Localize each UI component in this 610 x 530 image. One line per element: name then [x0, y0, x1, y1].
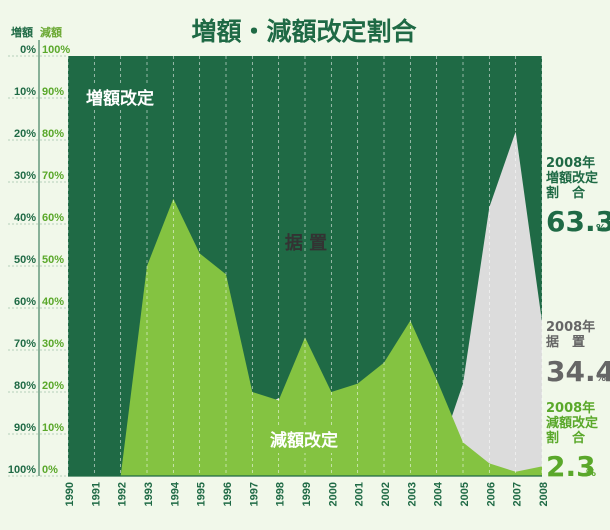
- right-tick-label: 80%: [42, 128, 64, 140]
- label-flat: 据 置: [285, 232, 327, 254]
- annotation-increase: 2008年 増額改定 割 合 63.3 %: [546, 155, 610, 238]
- right-tick-label: 100%: [42, 44, 70, 56]
- left-tick-label: 80%: [14, 380, 36, 392]
- x-tick-label: 2008: [538, 482, 550, 506]
- annotation-flat-value: 34.4: [546, 355, 610, 388]
- left-tick-label: 0%: [20, 44, 36, 56]
- x-tick-label: 2007: [512, 482, 524, 506]
- label-decrease: 減額改定: [270, 430, 338, 451]
- right-tick-label: 0%: [42, 464, 58, 476]
- annotation-increase-line2: 割 合: [546, 185, 586, 201]
- right-tick-label: 90%: [42, 86, 64, 98]
- right-axis: 100% 90% 80% 70% 60% 50% 40% 30% 20% 10% 0%: [42, 44, 70, 476]
- annotation-increase-year: 2008年: [546, 155, 595, 171]
- left-tick-label: 30%: [14, 170, 36, 182]
- x-tick-label: 1991: [90, 482, 102, 506]
- left-tick-label: 70%: [14, 338, 36, 350]
- right-tick-label: 50%: [42, 254, 64, 266]
- x-axis: 1990 1991 1992 1993 1994 1995 1996 1997 1998 1999…: [64, 481, 550, 506]
- annotation-decrease-value: 2.3: [546, 450, 596, 483]
- left-tick-label: 100%: [8, 464, 36, 476]
- x-tick-label: 2000: [327, 482, 339, 506]
- right-tick-label: 60%: [42, 212, 64, 224]
- x-tick-label: 1996: [222, 482, 234, 506]
- annotation-flat-unit: %: [596, 373, 606, 384]
- annotation-decrease-unit: %: [586, 468, 596, 479]
- label-decrease-box: 減額改定: [262, 427, 346, 453]
- left-tick-label: 50%: [14, 254, 36, 266]
- x-tick-label: 2006: [485, 482, 497, 506]
- annotation-flat-year: 2008年: [546, 319, 595, 335]
- x-tick-label: 1992: [117, 482, 129, 506]
- x-tick-label: 1990: [64, 482, 76, 506]
- plot-area: [8, 40, 543, 477]
- right-axis-header: 減額: [40, 25, 62, 39]
- right-tick-label: 40%: [42, 296, 64, 308]
- annotation-flat: 2008年 据 置 34.4 %: [546, 319, 610, 388]
- left-tick-label: 10%: [14, 86, 36, 98]
- right-tick-label: 30%: [42, 338, 64, 350]
- label-increase-box: 増額改定: [78, 86, 162, 110]
- x-tick-label: 2004: [433, 481, 445, 506]
- left-axis: 0% 10% 20% 30% 40% 50% 60% 70% 80% 90% 100%: [8, 44, 36, 476]
- right-tick-label: 70%: [42, 170, 64, 182]
- label-increase: 増額改定: [86, 88, 154, 109]
- annotation-increase-unit: %: [596, 223, 606, 234]
- x-tick-label: 1997: [248, 482, 260, 506]
- x-tick-label: 2002: [380, 482, 392, 506]
- left-axis-header: 増額: [11, 25, 33, 39]
- left-tick-label: 90%: [14, 422, 36, 434]
- annotation-decrease-line1: 減額改定: [546, 415, 598, 431]
- chart-title: 増額・減額改定割合: [191, 17, 417, 46]
- left-tick-label: 40%: [14, 212, 36, 224]
- annotation-decrease-line2: 割 合: [546, 430, 586, 446]
- annotation-decrease-year: 2008年: [546, 400, 595, 416]
- x-tick-label: 1993: [143, 482, 155, 506]
- area-decrease: [68, 198, 542, 477]
- right-tick-label: 10%: [42, 422, 64, 434]
- annotation-increase-line1: 増額改定: [546, 170, 598, 186]
- annotation-increase-value: 63.3: [546, 205, 610, 238]
- x-tick-label: 1998: [275, 482, 287, 506]
- x-tick-label: 2001: [354, 482, 366, 506]
- x-tick-label: 1995: [196, 482, 208, 506]
- x-tick-label: 2003: [406, 482, 418, 506]
- annotation-flat-line1: 据 置: [546, 334, 585, 350]
- left-tick-label: 20%: [14, 128, 36, 140]
- x-tick-label: 1994: [169, 481, 181, 506]
- x-tick-label: 2005: [459, 482, 471, 506]
- x-tick-label: 1999: [301, 482, 313, 506]
- left-tick-label: 60%: [14, 296, 36, 308]
- right-tick-label: 20%: [42, 380, 64, 392]
- annotation-decrease: 2008年 減額改定 割 合 2.3 %: [546, 400, 598, 483]
